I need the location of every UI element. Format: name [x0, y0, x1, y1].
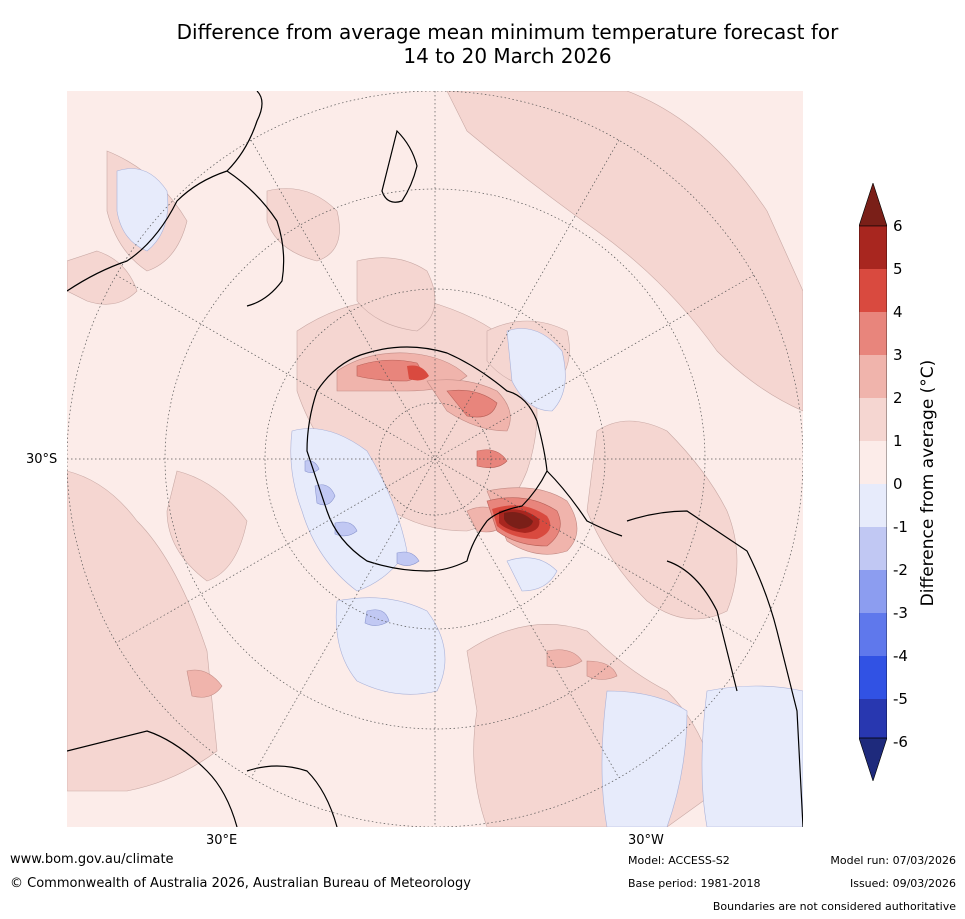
colorbar-band-5-to-6 [859, 226, 887, 269]
colorbar-band-3-to-4 [859, 312, 887, 355]
colorbar-band-1-to-2 [859, 398, 887, 441]
colorbar-tick: 6 [893, 217, 903, 235]
map-title-line-1: Difference from average mean minimum tem… [176, 20, 839, 44]
colorbar-band-minus-4-to-minus-3 [859, 613, 887, 656]
colorbar-band-2-to-3 [859, 355, 887, 398]
colorbar-band-minus-5-to-minus-4 [859, 656, 887, 699]
model-info: Model: ACCESS-S2 [628, 854, 730, 867]
map-title: Difference from average mean minimum tem… [0, 20, 965, 68]
colorbar-tick: 0 [893, 475, 903, 493]
colorbar-extend-high [859, 183, 887, 227]
colorbar-band-0-to-1 [859, 441, 887, 484]
colorbar-tick: 1 [893, 432, 903, 450]
colorbar-tick: -5 [893, 690, 908, 708]
colorbar-tick: -6 [893, 733, 908, 751]
lat-label-30s: 30°S [26, 452, 58, 467]
boundaries-disclaimer: Boundaries are not considered authoritat… [712, 900, 956, 913]
colorbar-tick: -1 [893, 518, 908, 536]
colorbar [859, 183, 887, 781]
colorbar-tick: 5 [893, 260, 903, 278]
anomaly-map[interactable] [67, 91, 803, 827]
colorbar-title: Difference from average (°C) [918, 359, 938, 607]
issued-date: Issued: 09/03/2026 [849, 877, 956, 890]
colorbar-band-minus-1-to-0 [859, 484, 887, 527]
colorbar-tick: -3 [893, 604, 908, 622]
anomaly-map-svg [67, 91, 803, 827]
colorbar-tick: 2 [893, 389, 903, 407]
colorbar-tick: 4 [893, 303, 903, 321]
colorbar-tick: 3 [893, 346, 903, 364]
colorbar-band-minus-6-to-minus-5 [859, 699, 887, 738]
website-link[interactable]: www.bom.gov.au/climate [10, 852, 174, 867]
graticule [67, 91, 803, 827]
colorbar-tick: -4 [893, 647, 908, 665]
coastlines [67, 91, 803, 827]
copyright-notice: © Commonwealth of Australia 2026, Austra… [10, 876, 471, 891]
map-title-line-2: 14 to 20 March 2026 [403, 44, 612, 68]
base-period-info: Base period: 1981-2018 [628, 877, 761, 890]
anomaly-zone-above-4 [407, 365, 551, 539]
colorbar-extend-low [859, 737, 887, 781]
colorbar-tick: -2 [893, 561, 908, 579]
model-run-date: Model run: 07/03/2026 [830, 854, 956, 867]
lon-label-30e: 30°E [206, 833, 238, 848]
lon-label-30w: 30°W [628, 833, 664, 848]
colorbar-band-minus-3-to-minus-2 [859, 570, 887, 613]
colorbar-band-4-to-5 [859, 269, 887, 312]
anomaly-zone-0-to-minus-1 [116, 168, 803, 827]
colorbar-band-minus-2-to-minus-1 [859, 527, 887, 570]
